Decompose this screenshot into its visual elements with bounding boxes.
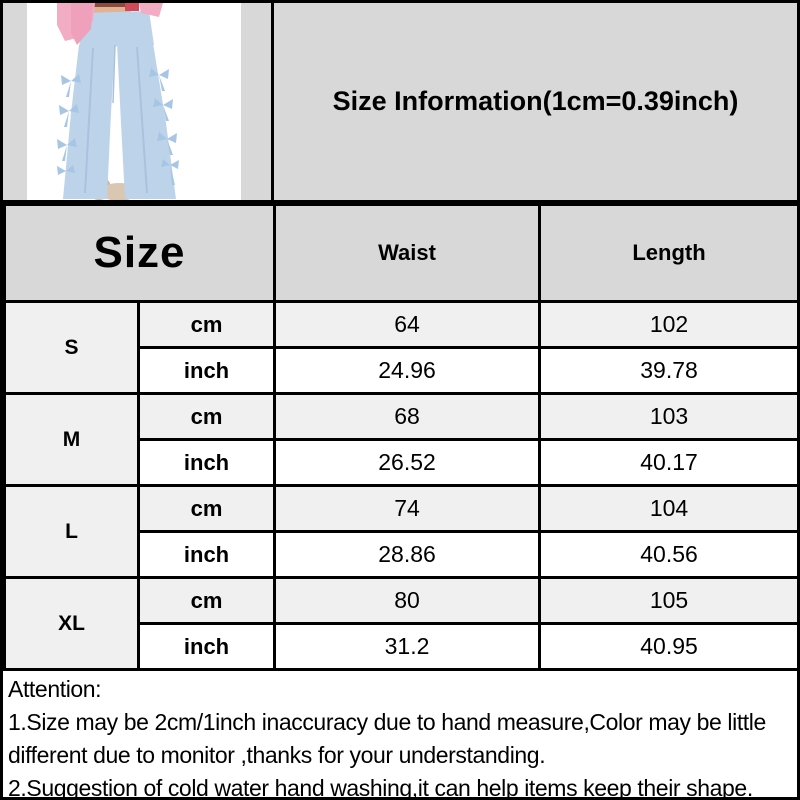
banner: Size Information(1cm=0.39inch) [3, 3, 797, 203]
length-cm-value: 103 [538, 392, 797, 441]
size-label-m: M [3, 392, 140, 487]
length-column-header: Length [538, 203, 797, 303]
length-inch-value: 40.56 [538, 530, 797, 579]
waist-column-header: Waist [273, 203, 542, 303]
attention-line-1: 1.Size may be 2cm/1inch inaccuracy due t… [8, 709, 766, 735]
size-label-l: L [3, 484, 140, 579]
table-row: inch 24.96 39.78 [5, 346, 797, 395]
attention-heading: Attention: [8, 676, 102, 702]
table-row: inch 31.2 40.95 [5, 622, 797, 671]
size-table: Size Waist Length S cm 64 102 inch 24.96… [3, 203, 797, 671]
unit-cm-label: cm [136, 576, 277, 625]
waist-cm-value: 80 [273, 576, 542, 625]
table-row: M cm 68 103 [3, 392, 797, 487]
waist-cm-value: 74 [273, 484, 542, 533]
size-label-xl: XL [3, 576, 140, 671]
product-image-cell [3, 3, 274, 200]
length-cm-value: 104 [538, 484, 797, 533]
unit-cm-label: cm [136, 392, 277, 441]
unit-inch-label: inch [136, 438, 277, 487]
pants-photo-illustration [27, 3, 241, 200]
attention-notes: Attention: 1.Size may be 2cm/1inch inacc… [3, 671, 797, 797]
length-inch-value: 39.78 [538, 346, 797, 395]
size-column-header: Size [3, 203, 277, 303]
unit-inch-label: inch [136, 530, 277, 579]
product-photo [27, 3, 241, 200]
waist-inch-value: 31.2 [273, 622, 542, 671]
waist-inch-value: 26.52 [273, 438, 542, 487]
title-cell: Size Information(1cm=0.39inch) [274, 3, 797, 200]
length-cm-value: 102 [538, 300, 797, 349]
length-cm-value: 105 [538, 576, 797, 625]
unit-inch-label: inch [136, 346, 277, 395]
attention-line-3: 2.Suggestion of cold water hand washing,… [8, 775, 753, 797]
unit-cm-label: cm [136, 484, 277, 533]
length-inch-value: 40.95 [538, 622, 797, 671]
unit-inch-label: inch [136, 622, 277, 671]
table-row: L cm 74 104 [3, 484, 797, 579]
table-header-row: Size Waist Length [3, 203, 797, 303]
page-title: Size Information(1cm=0.39inch) [332, 86, 739, 116]
waist-cm-value: 68 [273, 392, 542, 441]
unit-cm-label: cm [136, 300, 277, 349]
table-row: S cm 64 102 [3, 300, 797, 395]
table-row: XL cm 80 105 [3, 576, 797, 671]
waist-inch-value: 24.96 [273, 346, 542, 395]
size-label-s: S [3, 300, 140, 395]
attention-line-2: different due to monitor ,thanks for you… [8, 742, 546, 768]
length-inch-value: 40.17 [538, 438, 797, 487]
table-row: inch 28.86 40.56 [5, 530, 797, 579]
table-row: inch 26.52 40.17 [5, 438, 797, 487]
waist-cm-value: 64 [273, 300, 542, 349]
waist-inch-value: 28.86 [273, 530, 542, 579]
